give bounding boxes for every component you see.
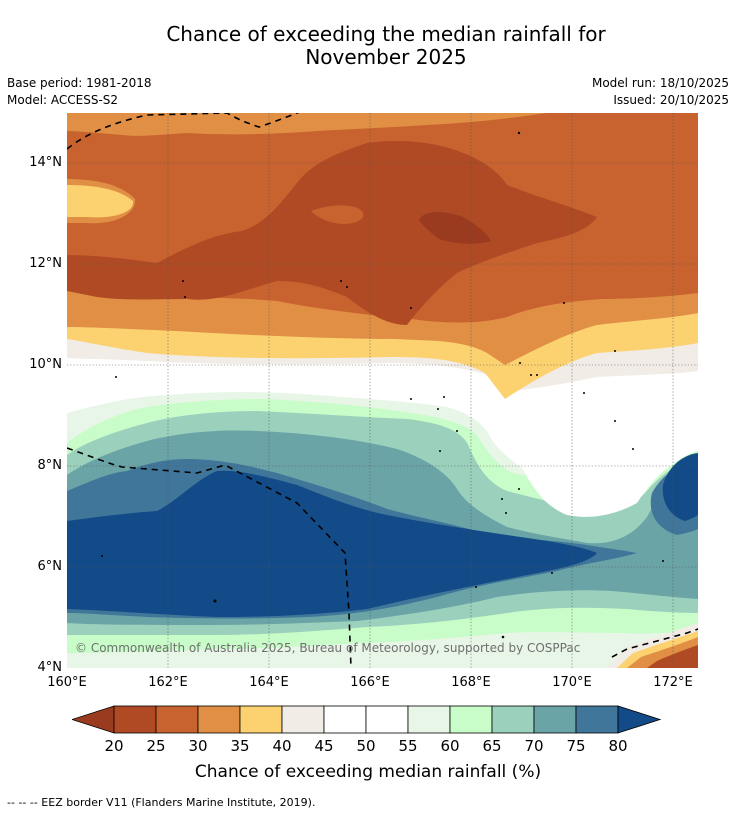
cbar-bin-50-55 — [365, 705, 409, 734]
cbar-tick-50: 50 — [356, 737, 376, 755]
cbar-bin-25-30 — [155, 705, 199, 734]
cbar-tick-20: 20 — [104, 737, 124, 755]
model-name: Model: ACCESS-S2 — [7, 93, 119, 107]
cbar-bin-70-75 — [533, 705, 577, 734]
colorbar — [72, 705, 662, 734]
cbar-tick-40: 40 — [272, 737, 292, 755]
cbar-tick-60: 60 — [440, 737, 460, 755]
cbar-bin-55-60 — [407, 705, 451, 734]
lon-label-164e: 164°E — [249, 675, 289, 690]
cbar-tick-55: 55 — [398, 737, 418, 755]
cbar-tick-80: 80 — [608, 737, 628, 755]
cbar-tick-35: 35 — [230, 737, 250, 755]
lat-label-12n: 12°N — [29, 256, 62, 271]
colorbar-title: Chance of exceeding median rainfall (%) — [194, 762, 542, 782]
cbar-bin-65-70 — [491, 705, 535, 734]
lon-label-160e: 160°E — [47, 675, 87, 690]
cbar-extend-high — [617, 705, 662, 734]
region-above-80-east — [662, 453, 698, 521]
lon-label-172e: 172°E — [653, 675, 693, 690]
cbar-bin-60-65 — [449, 705, 493, 734]
lon-label-170e: 170°E — [552, 675, 592, 690]
rainfall-map — [67, 113, 698, 668]
cbar-tick-30: 30 — [188, 737, 208, 755]
region-30-island-a — [311, 205, 364, 224]
region-40-nw-pocket — [67, 185, 134, 218]
lon-label-168e: 168°E — [451, 675, 491, 690]
region-35-patch-upper — [67, 113, 547, 136]
cbar-bin-35-40 — [239, 705, 283, 734]
graticule — [67, 113, 698, 668]
lat-label-10n: 10°N — [29, 357, 62, 372]
cbar-bin-75-80 — [575, 705, 619, 734]
cbar-tick-75: 75 — [566, 737, 586, 755]
title-line-1: Chance of exceeding the median rainfall … — [166, 22, 606, 46]
region-20 — [419, 212, 491, 244]
cbar-tick-70: 70 — [524, 737, 544, 755]
issued-date: Issued: 20/10/2025 — [613, 93, 729, 107]
lat-label-14n: 14°N — [29, 155, 62, 170]
lat-label-8n: 8°N — [37, 458, 63, 473]
region-25 — [67, 141, 597, 325]
cbar-tick-25: 25 — [146, 737, 166, 755]
region-50-east-pocket — [497, 399, 698, 517]
cbar-extend-low — [72, 705, 115, 734]
region-above-80 — [67, 470, 597, 617]
cbar-tick-45: 45 — [314, 737, 334, 755]
lon-label-166e: 166°E — [350, 675, 390, 690]
lat-label-6n: 6°N — [37, 559, 63, 574]
model-run: Model run: 18/10/2025 — [591, 76, 729, 90]
region-25-se — [647, 645, 698, 668]
cbar-bin-45-50 — [323, 705, 367, 734]
eez-border — [67, 113, 698, 668]
cbar-bin-20-25 — [113, 705, 157, 734]
eez-legend-note: -- -- -- EEZ border V11 (Flanders Marine… — [7, 796, 316, 809]
title-line-2: November 2025 — [305, 45, 467, 69]
lat-label-4n: 4°N — [37, 660, 63, 675]
cbar-bin-30-35 — [197, 705, 241, 734]
copyright-notice: © Commonwealth of Australia 2025, Bureau… — [75, 641, 581, 655]
cbar-bin-40-45 — [281, 705, 325, 734]
lon-label-162e: 162°E — [148, 675, 188, 690]
islands — [101, 131, 664, 639]
cbar-tick-65: 65 — [482, 737, 502, 755]
base-period: Base period: 1981-2018 — [7, 76, 152, 90]
